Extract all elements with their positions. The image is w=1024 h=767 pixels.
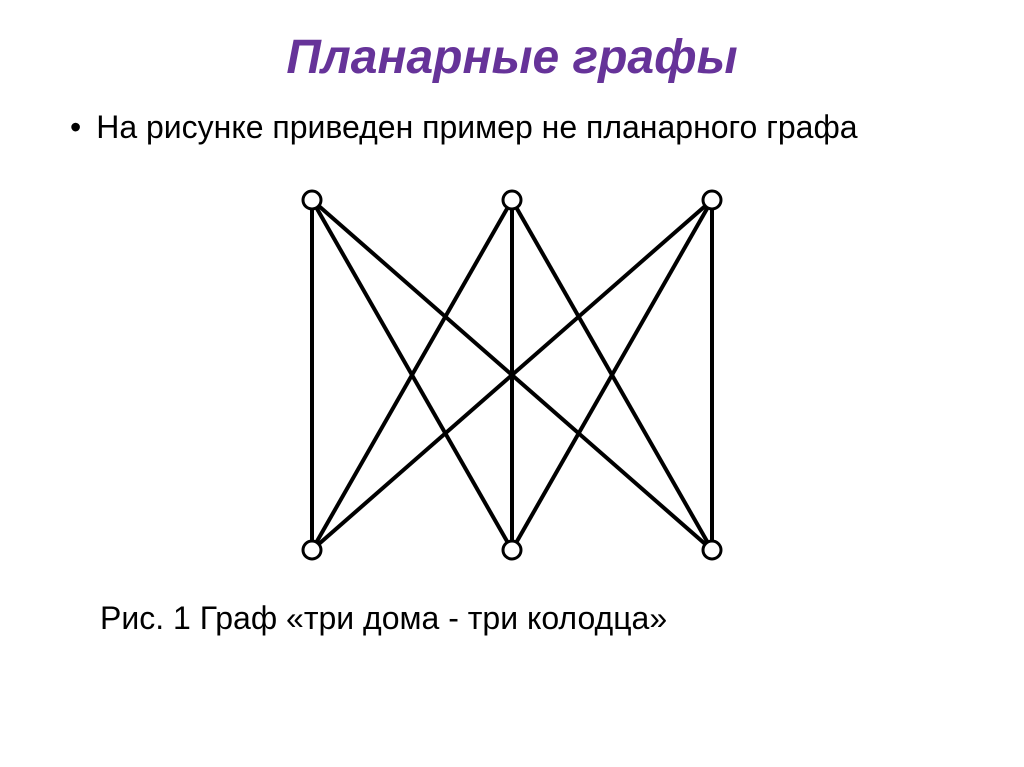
figure-caption: Рис. 1 Граф «три дома - три колодца»: [100, 600, 974, 637]
page-title: Планарные графы: [50, 30, 974, 85]
graph-node: [503, 191, 521, 209]
bullet-icon: •: [70, 105, 81, 150]
graph-node: [303, 541, 321, 559]
graph-node: [303, 191, 321, 209]
graph-node: [503, 541, 521, 559]
graph-node: [703, 191, 721, 209]
description-text: На рисунке приведен пример не планарного…: [96, 105, 857, 150]
graph-container: [50, 170, 974, 590]
k33-graph-svg: [192, 170, 832, 590]
description-row: • На рисунке приведен пример не планарно…: [50, 105, 974, 150]
graph-node: [703, 541, 721, 559]
